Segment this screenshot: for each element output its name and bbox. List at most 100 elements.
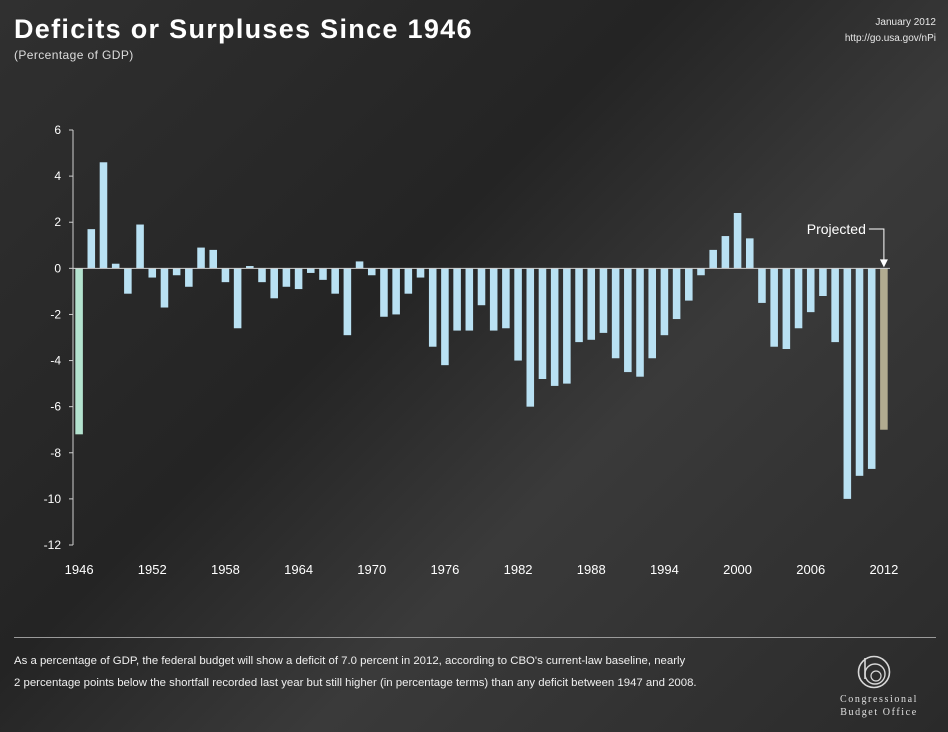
bar-1952 [148, 268, 157, 278]
bar-1946 [75, 268, 83, 435]
y-tick-label: -2 [50, 307, 61, 321]
bar-2007 [819, 268, 827, 296]
y-tick-label: 6 [54, 123, 61, 137]
publication-date: January 2012 [875, 17, 936, 28]
y-tick-label: -4 [50, 354, 61, 368]
y-tick-label: -8 [50, 446, 61, 460]
source-info: January 2012 http://go.usa.gov/nPi [845, 15, 936, 47]
cbo-logo-icon [857, 655, 891, 689]
footnote-line-2: 2 percentage points below the shortfall … [14, 677, 697, 689]
x-tick-label: 1958 [211, 562, 240, 577]
bar-1990 [611, 268, 620, 359]
bar-1983 [526, 268, 535, 407]
y-tick-label: -10 [44, 492, 62, 506]
bar-1954 [172, 268, 181, 276]
bar-1988 [587, 268, 596, 340]
bar-1967 [331, 268, 339, 294]
bar-1961 [258, 268, 266, 283]
bar-1985 [550, 268, 559, 386]
footnote: As a percentage of GDP, the federal budg… [14, 650, 814, 694]
footnote-line-1: As a percentage of GDP, the federal budg… [14, 655, 686, 667]
bar-1976 [441, 268, 449, 366]
x-tick-label: 1952 [138, 562, 167, 577]
y-tick-label: 2 [54, 215, 61, 229]
bar-1962 [270, 268, 278, 299]
x-tick-label: 2006 [796, 562, 825, 577]
bar-2006 [806, 268, 815, 313]
bar-1971 [380, 268, 388, 317]
bar-1968 [343, 268, 352, 336]
footer-divider [14, 637, 936, 638]
bar-1973 [404, 268, 413, 294]
cbo-logo: Congressional Budget Office [824, 655, 934, 723]
bar-1951 [136, 224, 144, 269]
x-tick-label: 1976 [430, 562, 459, 577]
bar-1966 [319, 268, 327, 280]
x-tick-label: 1964 [284, 562, 313, 577]
bar-1977 [453, 268, 461, 331]
bar-1972 [392, 268, 400, 315]
y-tick-label: 4 [54, 169, 61, 183]
x-tick-label: 1994 [650, 562, 679, 577]
bar-2010 [855, 268, 864, 476]
bar-2008 [831, 268, 839, 343]
bar-1957 [209, 249, 218, 269]
bar-1993 [648, 268, 656, 359]
bar-1958 [221, 268, 230, 283]
bar-1995 [672, 268, 681, 320]
x-tick-label: 1982 [504, 562, 533, 577]
x-tick-label: 2000 [723, 562, 752, 577]
bar-2011 [867, 268, 876, 469]
logo-line-2: Budget Office [840, 707, 918, 718]
y-tick-label: -6 [50, 400, 61, 414]
logo-line-1: Congressional [839, 694, 919, 705]
bar-2004 [782, 268, 791, 350]
bar-1998 [709, 249, 717, 269]
x-tick-label: 2012 [869, 562, 898, 577]
bar-1999 [721, 236, 730, 269]
bar-1955 [185, 268, 193, 287]
projected-arrow-icon [879, 259, 888, 268]
bar-1992 [636, 268, 644, 377]
bar-2001 [745, 238, 754, 269]
bar-1963 [282, 268, 291, 287]
bar-1960 [246, 266, 254, 269]
bar-1979 [477, 268, 486, 306]
source-url[interactable]: http://go.usa.gov/nPi [844, 33, 936, 44]
bar-1947 [87, 229, 96, 269]
cbo-logo-text: Congressional Budget Office [824, 693, 934, 719]
bar-1982 [514, 268, 522, 361]
chart-title: Deficits or Surpluses Since 1946 [14, 14, 473, 44]
bar-1964 [294, 268, 303, 290]
bar-1974 [416, 268, 425, 278]
projected-leader-line [868, 228, 885, 261]
bar-1948 [99, 162, 108, 269]
bar-1980 [489, 268, 498, 331]
bar-1996 [685, 268, 693, 301]
x-tick-label: 1988 [577, 562, 606, 577]
x-tick-label: 1970 [357, 562, 386, 577]
bar-1950 [124, 268, 132, 294]
y-tick-label: 0 [54, 261, 61, 275]
bar-1991 [624, 268, 632, 373]
bar-1970 [367, 268, 376, 276]
bar-2002 [758, 268, 766, 303]
bar-1953 [160, 268, 169, 308]
bar-1965 [307, 268, 315, 273]
bar-1949 [111, 263, 120, 269]
bar-2012 [880, 268, 888, 430]
bar-1994 [660, 268, 669, 336]
bar-1956 [197, 247, 205, 269]
bar-1984 [538, 268, 547, 379]
bar-1975 [428, 268, 437, 347]
chart-subtitle: (Percentage of GDP) [14, 48, 134, 62]
bar-1959 [233, 268, 242, 329]
x-tick-label: 1946 [65, 562, 94, 577]
y-tick-label: -12 [44, 538, 62, 552]
bar-1987 [575, 268, 583, 343]
bar-1969 [355, 261, 364, 269]
bar-1986 [563, 268, 571, 384]
bar-2009 [843, 268, 852, 499]
bar-2005 [794, 268, 803, 329]
